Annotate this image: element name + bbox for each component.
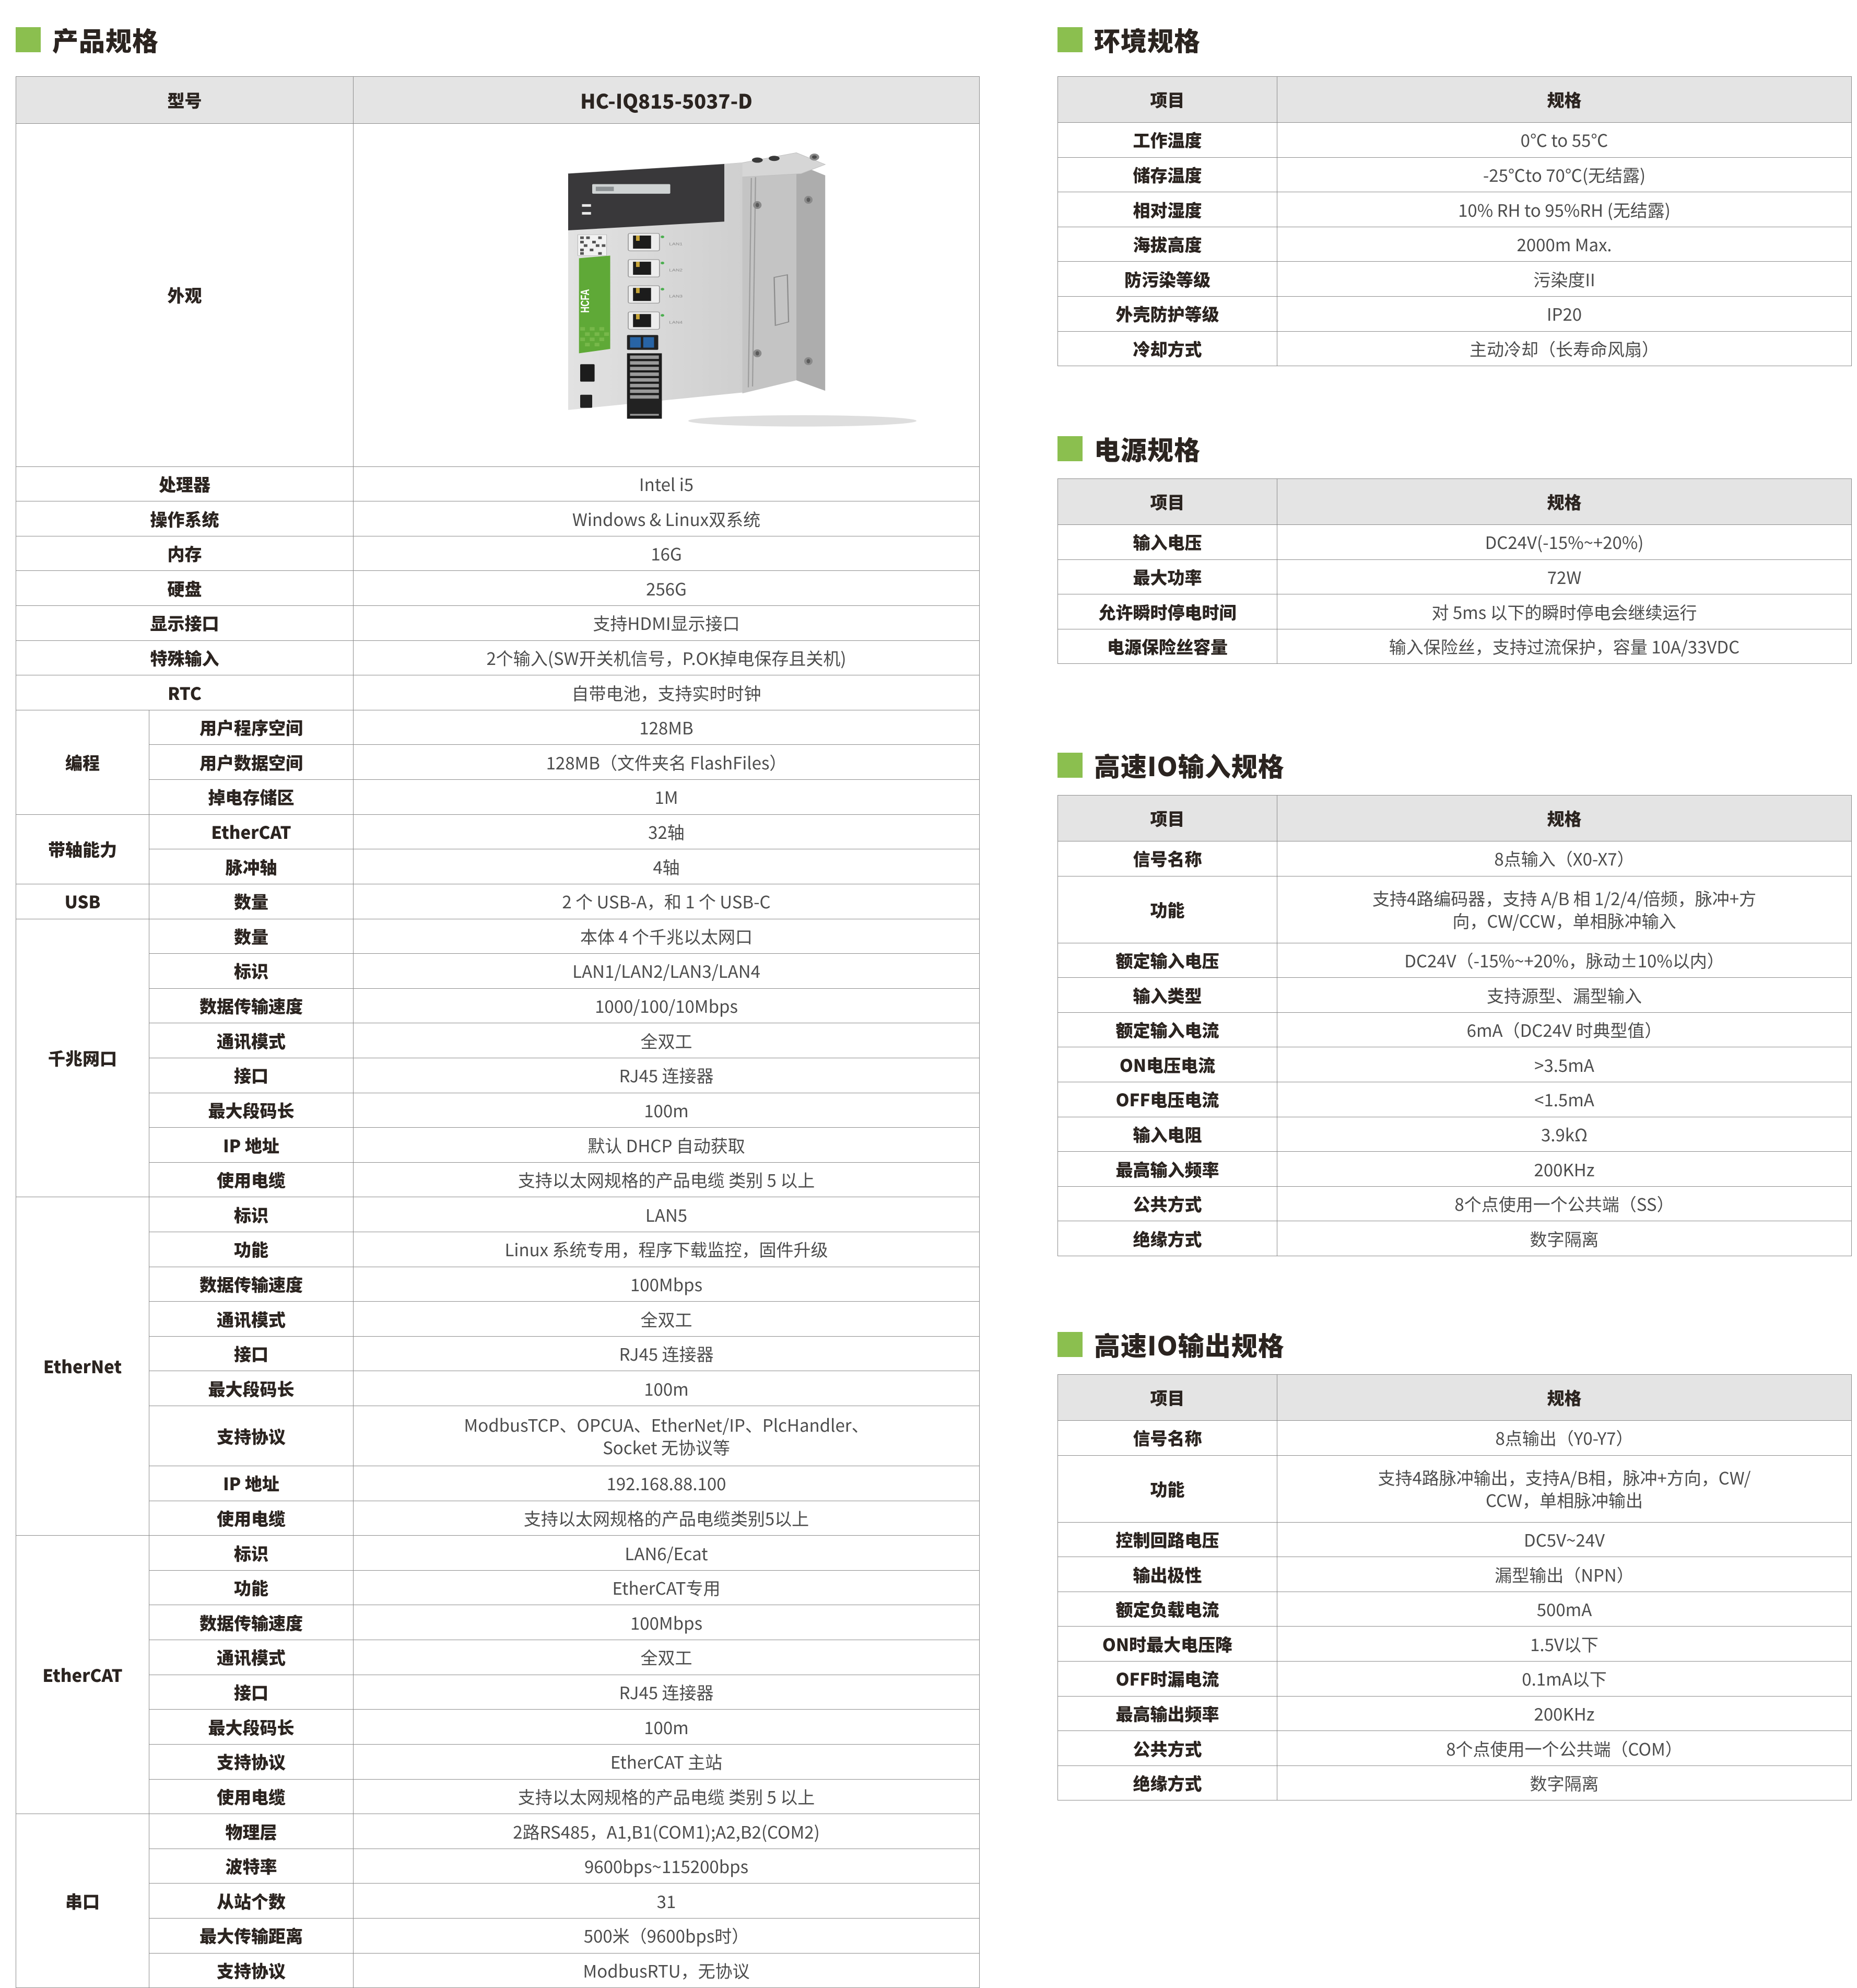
svg-text:LAN1: LAN1: [669, 242, 683, 246]
svg-text:LAN2: LAN2: [669, 268, 683, 272]
svg-text:LAN4: LAN4: [669, 320, 683, 324]
svg-text:LAN3: LAN3: [669, 294, 683, 298]
svg-text:HCFA: HCFA: [579, 289, 592, 313]
